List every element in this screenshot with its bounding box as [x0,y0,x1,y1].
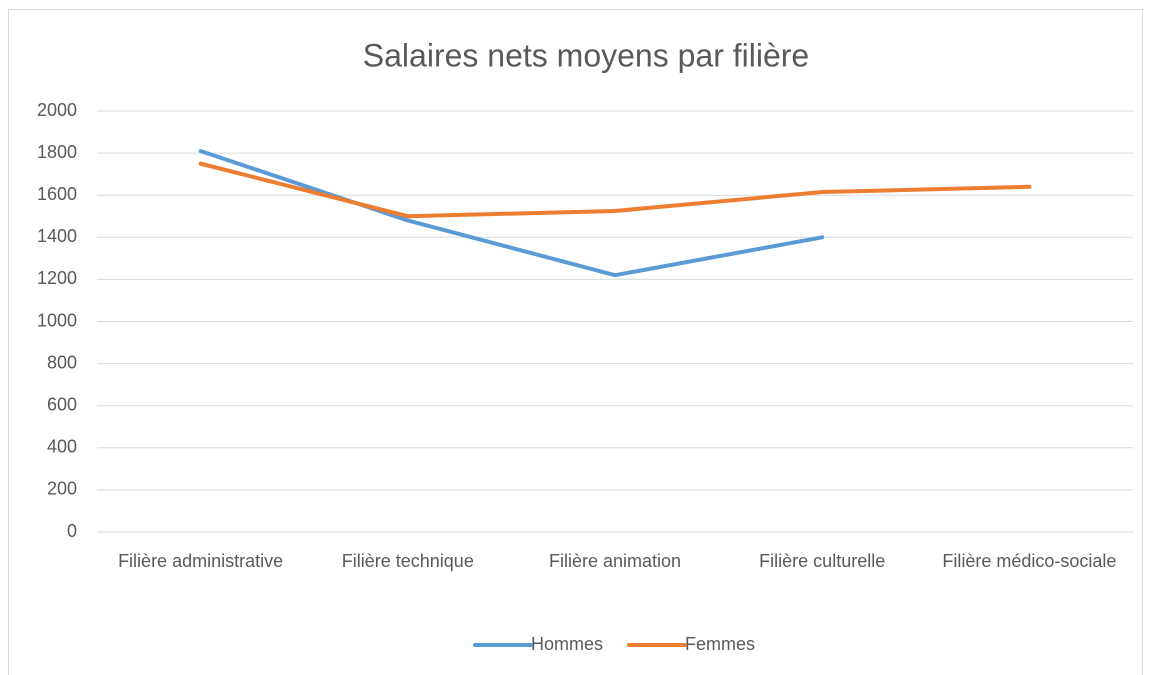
x-tick-label: Filière médico-sociale [942,551,1116,571]
y-tick-label: 1600 [37,184,77,204]
y-tick-label: 1000 [37,310,77,330]
y-tick-label: 400 [47,437,77,457]
x-tick-label: Filière culturelle [759,551,885,571]
y-tick-label: 800 [47,352,77,372]
chart-border [8,9,1143,675]
legend-label: Femmes [685,634,755,654]
series-line [198,148,825,278]
y-tick-label: 1800 [37,142,77,162]
y-tick-label: 600 [47,394,77,414]
y-tick-label: 0 [67,521,77,541]
series-line [198,161,1032,219]
y-tick-label: 1200 [37,268,77,288]
x-tick-label: Filière animation [549,551,681,571]
y-tick-label: 1400 [37,226,77,246]
chart-title: Salaires nets moyens par filière [363,37,809,73]
y-tick-label: 2000 [37,100,77,120]
x-tick-label: Filière technique [342,551,474,571]
x-tick-label: Filière administrative [118,551,283,571]
y-tick-label: 200 [47,479,77,499]
legend-label: Hommes [531,634,603,654]
